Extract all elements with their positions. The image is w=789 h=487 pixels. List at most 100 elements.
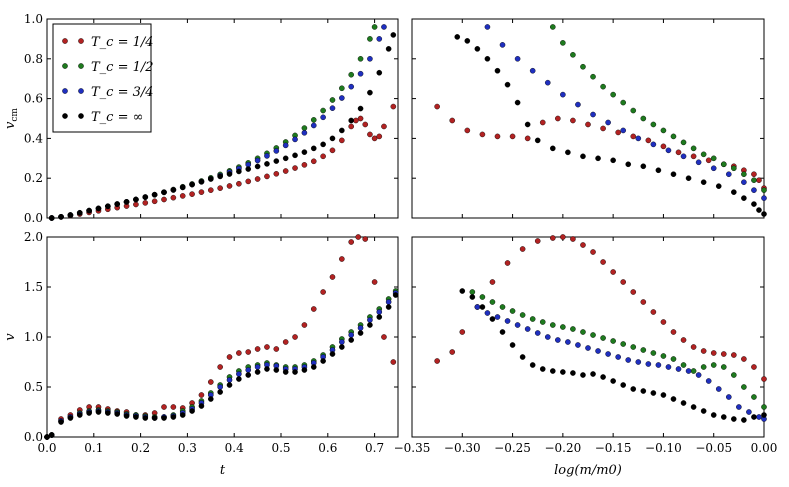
- data-point: [600, 374, 606, 380]
- data-point: [273, 158, 280, 164]
- data-point: [217, 364, 223, 370]
- data-point: [640, 347, 647, 353]
- data-point: [390, 32, 397, 38]
- data-point: [620, 279, 627, 285]
- data-point: [746, 409, 752, 415]
- data-point: [105, 410, 111, 416]
- data-point: [690, 153, 697, 160]
- data-point: [731, 189, 737, 195]
- data-point: [524, 135, 531, 142]
- data-point: [58, 214, 64, 220]
- data-point: [226, 354, 233, 360]
- data-point: [367, 131, 373, 138]
- data-point: [133, 196, 139, 203]
- data-point: [670, 396, 677, 402]
- data-point: [615, 129, 621, 136]
- data-point: [761, 376, 767, 382]
- data-point: [756, 207, 762, 213]
- data-point: [665, 364, 672, 370]
- data-point: [630, 289, 637, 295]
- data-point: [484, 56, 491, 62]
- data-point: [339, 95, 345, 101]
- data-point: [86, 207, 92, 214]
- data-point: [504, 81, 511, 88]
- data-point: [635, 135, 642, 142]
- data-point: [660, 143, 667, 150]
- data-point: [226, 382, 233, 388]
- data-point: [449, 117, 456, 124]
- data-point: [660, 127, 667, 134]
- data-point: [710, 165, 717, 172]
- series-t-c-1-2: [550, 24, 767, 193]
- data-point: [685, 175, 692, 181]
- data-point: [690, 404, 697, 410]
- data-point: [534, 330, 541, 336]
- y-tick-label: 0.0: [24, 211, 43, 225]
- data-point: [123, 413, 130, 419]
- x-tick-label: −0.05: [695, 441, 732, 455]
- x-tick-label: −0.35: [394, 441, 431, 455]
- data-point: [640, 115, 647, 122]
- data-point: [550, 145, 556, 152]
- series-t-c-1-4: [48, 103, 397, 221]
- data-point: [741, 195, 747, 201]
- data-point: [494, 314, 501, 320]
- data-point: [731, 372, 737, 378]
- data-point: [179, 193, 186, 199]
- data-point: [310, 117, 317, 123]
- data-point: [310, 145, 317, 152]
- data-point: [133, 414, 139, 420]
- data-point: [650, 350, 657, 356]
- data-point: [217, 173, 223, 180]
- data-point: [615, 354, 621, 360]
- data-point: [620, 382, 627, 388]
- data-point: [86, 410, 92, 416]
- data-point: [376, 69, 383, 76]
- x-tick-label: −0.25: [494, 441, 531, 455]
- y-tick-label: 0.4: [24, 131, 43, 145]
- data-point: [620, 99, 627, 106]
- data-point: [534, 137, 541, 144]
- data-point: [67, 415, 74, 421]
- data-point: [620, 127, 627, 134]
- y-tick-label: 0.5: [24, 380, 43, 394]
- data-point: [751, 201, 757, 207]
- data-point: [580, 372, 586, 378]
- data-point: [362, 236, 369, 242]
- data-point: [700, 151, 707, 158]
- data-point: [590, 73, 596, 80]
- data-point: [474, 46, 481, 52]
- data-point: [329, 135, 336, 142]
- data-point: [207, 379, 214, 385]
- data-point: [161, 196, 167, 203]
- data-point: [381, 123, 387, 130]
- data-point: [264, 173, 270, 180]
- data-point: [550, 368, 556, 374]
- data-point: [254, 163, 261, 170]
- data-point: [756, 414, 762, 420]
- data-point: [339, 137, 345, 144]
- data-point: [459, 329, 466, 335]
- data-point: [600, 125, 606, 132]
- data-point: [189, 181, 195, 188]
- data-point: [348, 117, 355, 124]
- x-tick-label: 0.0: [37, 441, 56, 455]
- data-point: [514, 99, 521, 106]
- data-point: [650, 309, 657, 315]
- data-point: [329, 97, 336, 103]
- x-tick-label: 0.5: [271, 441, 290, 455]
- data-point: [329, 351, 336, 357]
- data-point: [519, 246, 526, 252]
- y-tick-label: 2.0: [24, 230, 43, 244]
- data-point: [720, 364, 727, 370]
- data-point: [484, 310, 491, 316]
- data-point: [509, 133, 516, 140]
- data-point: [353, 117, 359, 124]
- legend-marker: [62, 63, 68, 69]
- data-point: [301, 130, 308, 136]
- data-point: [610, 91, 616, 98]
- data-point: [292, 369, 298, 375]
- data-point: [610, 269, 616, 275]
- data-point: [680, 337, 687, 343]
- data-point: [560, 324, 566, 330]
